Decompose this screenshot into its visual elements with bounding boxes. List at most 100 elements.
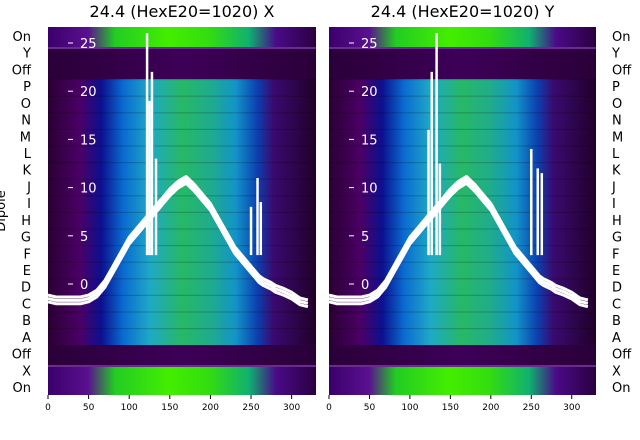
row-label: I — [27, 197, 31, 212]
x-tick-label: 150 — [161, 403, 178, 413]
overlay-profile-line — [47, 181, 309, 309]
heatmap-row-separator — [48, 261, 316, 263]
row-label: I — [612, 197, 616, 212]
overlay-tick-label: 10 — [80, 182, 97, 197]
heatmap — [48, 27, 316, 395]
overlay-tick-label: 20 — [361, 85, 378, 100]
heatmap-row-separator — [48, 245, 316, 247]
row-label: Off — [12, 63, 32, 78]
row-label: J — [26, 180, 31, 195]
overlay-tick-label: 25 — [80, 37, 97, 52]
row-label: Y — [611, 47, 620, 62]
x-tick-label: 200 — [202, 403, 219, 413]
row-label: J — [611, 180, 616, 195]
heatmap-row-separator — [329, 278, 596, 280]
heatmap-row-separator — [48, 294, 316, 296]
row-label: F — [612, 247, 619, 262]
overlay-profile-line — [328, 178, 589, 305]
row-label: Off — [612, 63, 632, 78]
chart-title: 24.4 (HexE20=1020) Y — [371, 2, 555, 21]
row-label: M — [20, 130, 31, 145]
x-tick-label: 0 — [326, 403, 332, 413]
row-label: Y — [22, 47, 31, 62]
overlay-profile-line — [328, 181, 589, 309]
overlay-tick-label: 25 — [361, 37, 378, 52]
row-label: D — [21, 281, 31, 296]
heatmap-row-separator — [329, 211, 596, 213]
heatmap-row-separator — [48, 195, 316, 197]
overlay-tick-label: 0 — [361, 278, 369, 293]
x-tick-label: 250 — [523, 403, 540, 413]
row-label: Off — [612, 348, 632, 363]
row-label: K — [22, 164, 31, 179]
heatmap-row-separator — [329, 145, 596, 147]
heatmap — [329, 27, 596, 395]
heatmap-row-separator — [329, 195, 596, 197]
overlay-profile-line — [328, 175, 589, 302]
row-label: On — [612, 381, 630, 396]
heatmap-band-on-top — [48, 27, 316, 47]
heatmap-band-on-top — [329, 27, 596, 47]
heatmap-band-off-top — [329, 49, 596, 79]
heatmap-row-separator — [48, 128, 316, 130]
row-label: H — [21, 214, 31, 229]
row-label: N — [21, 114, 31, 129]
row-label: D — [612, 281, 622, 296]
row-label: F — [24, 247, 31, 262]
row-label: L — [612, 147, 620, 162]
row-label: G — [21, 231, 31, 246]
heatmap-row-separator — [329, 162, 596, 164]
row-label: O — [21, 97, 31, 112]
row-label: O — [612, 97, 622, 112]
heatmap-band-on-bottom — [48, 367, 316, 395]
overlay-tick-label: 15 — [80, 133, 97, 148]
heatmap-band-edge-top — [329, 47, 596, 49]
row-label: E — [23, 264, 31, 279]
heatmap-band-off-bottom — [329, 345, 596, 365]
x-tick-label: 50 — [83, 403, 95, 413]
chart-title: 24.4 (HexE20=1020) X — [90, 2, 275, 21]
row-label: On — [13, 381, 31, 396]
overlay-profile-line — [47, 178, 309, 305]
x-tick-label: 100 — [121, 403, 138, 413]
overlay-tick-label: 0 — [80, 278, 88, 293]
row-label: G — [612, 231, 622, 246]
heatmap-row-separator — [329, 128, 596, 130]
x-tick-label: 300 — [283, 403, 300, 413]
heatmap-row-separator — [329, 328, 596, 330]
overlay-profile-line — [47, 175, 309, 302]
heatmap-row-separator — [329, 261, 596, 263]
x-tick-label: 0 — [45, 403, 51, 413]
x-tick-label: 300 — [563, 403, 580, 413]
heatmap-band-off-bottom — [48, 345, 316, 365]
heatmap-row-separator — [48, 311, 316, 313]
row-label: K — [612, 164, 621, 179]
x-tick-label: 250 — [242, 403, 259, 413]
row-label: N — [612, 114, 622, 129]
row-label: B — [612, 314, 621, 329]
heatmap-band-edge-top — [48, 47, 316, 49]
overlay-tick-label: 20 — [80, 85, 97, 100]
heatmap-row-separator — [48, 79, 316, 81]
row-label: X — [22, 364, 31, 379]
row-label: A — [22, 331, 31, 346]
heatmap-band-edge-bottom — [48, 365, 316, 367]
row-label: L — [24, 147, 32, 162]
row-label: P — [23, 80, 31, 95]
overlay-tick-label: 15 — [361, 133, 378, 148]
heatmap-row-separator — [329, 95, 596, 97]
heatmap-row-separator — [48, 278, 316, 280]
x-tick-label: 100 — [401, 403, 418, 413]
heatmap-row-separator — [329, 294, 596, 296]
heatmap-row-separator — [329, 79, 596, 81]
heatmap-row-separator — [48, 328, 316, 330]
heatmap-row-separator — [329, 228, 596, 230]
row-label: C — [612, 297, 621, 312]
x-tick-label: 50 — [364, 403, 376, 413]
overlay-tick-label: 5 — [80, 230, 88, 245]
heatmap-row-separator — [48, 112, 316, 114]
heatmap-row-separator — [48, 211, 316, 213]
heatmap-row-separator — [329, 311, 596, 313]
